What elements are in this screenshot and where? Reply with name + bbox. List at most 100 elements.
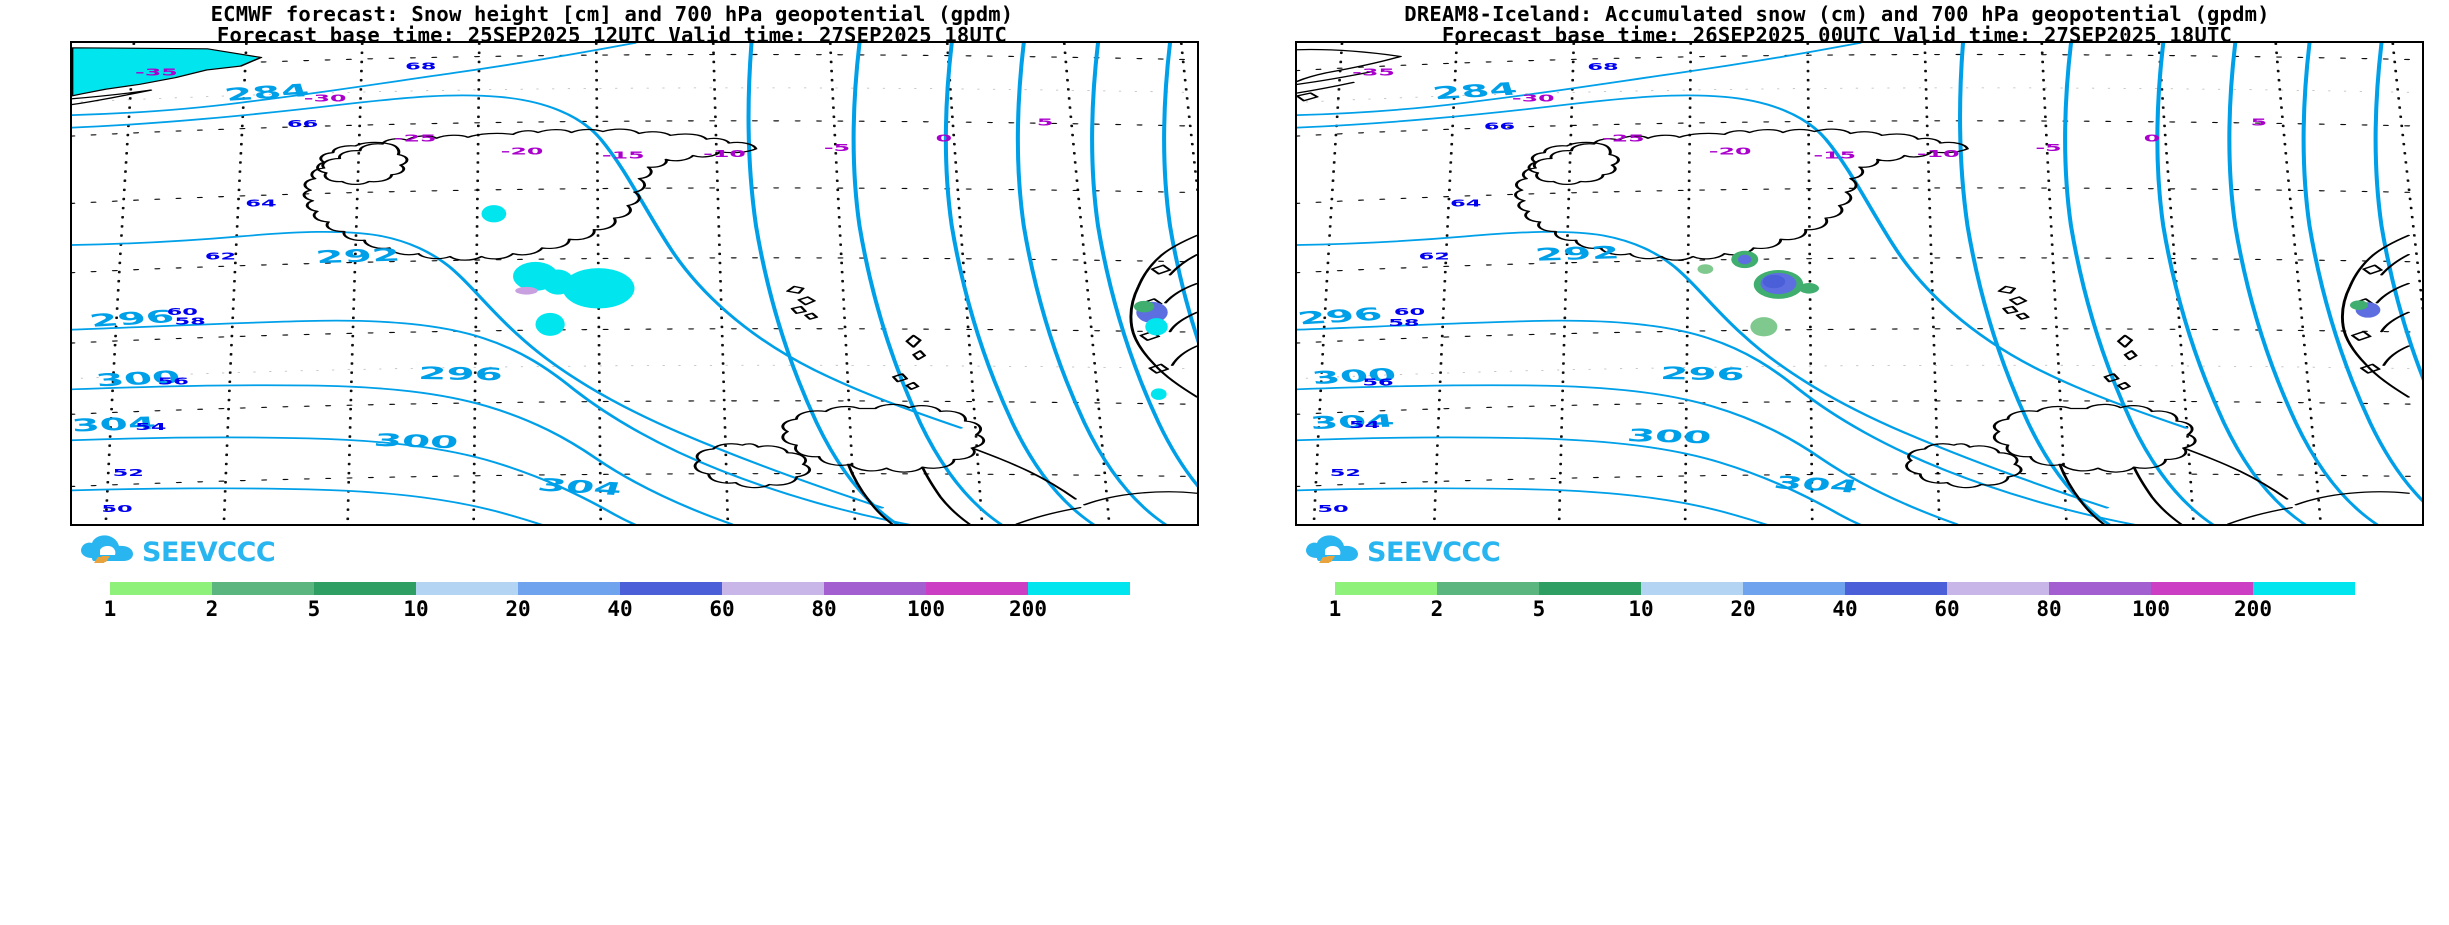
longitude-label: -20 xyxy=(1709,146,1752,158)
latitude-label: 56 xyxy=(158,376,189,387)
geopotential-contours xyxy=(72,43,1197,524)
contour-label: 304 xyxy=(1771,472,1861,497)
contour-label: 296 xyxy=(87,306,177,331)
snow-shading-blob xyxy=(1697,264,1714,274)
latitude-label: 66 xyxy=(287,119,318,130)
colorbar-swatch xyxy=(110,582,212,595)
longitude-label: -10 xyxy=(703,148,746,160)
snow-shading-blob xyxy=(1738,254,1752,265)
contour-label: 304 xyxy=(72,413,158,435)
snow-shading-blob xyxy=(562,268,635,309)
panel-title-line2: Forecast base time: 25SEP2025 12UTC Vali… xyxy=(216,23,1008,47)
snow-shading-blob xyxy=(481,205,507,223)
latitude-label: 58 xyxy=(1388,317,1419,328)
longitude-label: -5 xyxy=(2035,142,2061,154)
snow-shading-blob xyxy=(1145,318,1168,336)
latitude-label: 64 xyxy=(245,198,276,209)
snow-shading-blob xyxy=(1762,274,1786,289)
map-canvas-dream8 xyxy=(1297,43,2422,524)
latitude-label: 64 xyxy=(1450,198,1481,209)
snow-shading-blob xyxy=(535,312,565,336)
latitude-label: 60 xyxy=(167,306,198,317)
longitude-label: -15 xyxy=(602,150,645,162)
snow-shading-blob xyxy=(1798,283,1819,294)
colorbar-swatch xyxy=(212,582,314,595)
latitude-label: 62 xyxy=(1419,251,1450,262)
snow-shading-ecmwf xyxy=(481,205,1168,400)
contour-label: 292 xyxy=(1534,243,1622,265)
forecast-panel-dream8: DREAM8-Iceland: Accumulated snow (cm) an… xyxy=(1225,0,2449,925)
snow-shading-blob xyxy=(515,286,538,295)
colorbar-tick-label: 80 xyxy=(811,597,837,621)
panel-title-block-ecmwf: ECMWF forecast: Snow height [cm] and 700… xyxy=(0,4,1224,47)
longitude-label: -30 xyxy=(1512,93,1555,105)
colorbar-tick-label: 10 xyxy=(403,597,429,621)
longitude-label: -35 xyxy=(1352,67,1395,79)
colorbar-swatch xyxy=(2151,582,2253,595)
lon-label-group: -35 -30 -25 -20 -15 -10 -5 0 5 xyxy=(135,67,1053,161)
colorbar-swatch xyxy=(314,582,416,595)
colorbar-tick-label: 200 xyxy=(1009,597,1047,621)
colorbar-tick-label: 2 xyxy=(1430,597,1444,621)
snow-shading-blob xyxy=(1750,317,1778,337)
colorbar-tick-label: 100 xyxy=(2132,597,2170,621)
latitude-label: 68 xyxy=(1587,62,1618,73)
seevccc-logo-text: SEEVCCC xyxy=(1367,537,1500,568)
colorbar-swatch xyxy=(926,582,1028,595)
latitude-label: 50 xyxy=(1317,504,1348,515)
colorbar-tick-label: 5 xyxy=(307,597,321,621)
contour-label: 304 xyxy=(535,475,625,500)
contour-label: 304 xyxy=(1309,411,1397,433)
colorbar-swatch xyxy=(824,582,926,595)
contour-label: 296 xyxy=(418,364,504,385)
seevccc-logo-ecmwf: SEEVCCC xyxy=(78,534,338,568)
colorbar-tick-label: 20 xyxy=(1730,597,1756,621)
seevccc-logo-dream8: SEEVCCC xyxy=(1303,534,1563,568)
colorbar-ecmwf: 1 2 5 10 20 40 60 80 100 200 xyxy=(104,582,1130,632)
colorbar-swatch xyxy=(722,582,824,595)
longitude-label: -10 xyxy=(1917,148,1960,160)
colorbar-swatch xyxy=(1845,582,1947,595)
colorbar-swatch xyxy=(518,582,620,595)
colorbar-swatch xyxy=(2049,582,2151,595)
contour-label: 284 xyxy=(222,80,312,105)
colorbar-swatch xyxy=(1743,582,1845,595)
colorbar-tick-label: 1 xyxy=(1328,597,1342,621)
contour-label-group: 284 292 296 296 300 300 304 304 xyxy=(72,80,625,499)
colorbar-tick-label: 1 xyxy=(103,597,117,621)
map-frame-dream8[interactable]: 284 292 296 296 300 300 304 304 68 66 64 62 60 58 56 5… xyxy=(1295,41,2424,526)
contour-label: 284 xyxy=(1430,79,1520,104)
contour-label-group: 284 292 296 296 300 300 304 304 xyxy=(1297,79,1861,497)
colorbar-tick-label: 10 xyxy=(1628,597,1654,621)
contour-label: 300 xyxy=(94,367,183,391)
latitude-label: 66 xyxy=(1484,121,1515,132)
longitude-label: -30 xyxy=(304,93,347,105)
colorbar-tick-label: 60 xyxy=(1934,597,1960,621)
map-frame-ecmwf[interactable]: 284 292 296 296 300 300 304 304 68 66 64 62 60 58 56 5… xyxy=(70,41,1199,526)
longitude-label: -20 xyxy=(501,146,544,158)
latitude-label: 54 xyxy=(1349,419,1380,430)
seevccc-logo-text: SEEVCCC xyxy=(142,537,275,568)
longitude-label: 5 xyxy=(1037,117,1053,129)
contour-label: 296 xyxy=(1659,364,1745,385)
cloud-icon xyxy=(1306,535,1358,563)
lon-label-group: -35 -30 -25 -20 -15 -10 -5 0 5 xyxy=(1352,67,2267,161)
panel-title-line2: Forecast base time: 26SEP2025 00UTC Vali… xyxy=(1441,23,2233,47)
colorbar-tick-label: 100 xyxy=(907,597,945,621)
longitude-label: -25 xyxy=(1602,133,1645,145)
contour-label: 300 xyxy=(1625,425,1713,447)
panel-title-line1: DREAM8-Iceland: Accumulated snow (cm) an… xyxy=(1404,2,2270,26)
colorbar-tick-label: 40 xyxy=(1832,597,1858,621)
colorbar-swatch xyxy=(416,582,518,595)
latitude-label: 58 xyxy=(174,316,205,327)
colorbar-tick-label: 60 xyxy=(709,597,735,621)
colorbar-tick-label: 200 xyxy=(2234,597,2272,621)
geopotential-contours xyxy=(1297,43,2422,524)
seevccc-logo-icon: SEEVCCC xyxy=(81,535,276,568)
latitude-label: 56 xyxy=(1362,377,1393,388)
contour-label: 296 xyxy=(1297,304,1385,329)
